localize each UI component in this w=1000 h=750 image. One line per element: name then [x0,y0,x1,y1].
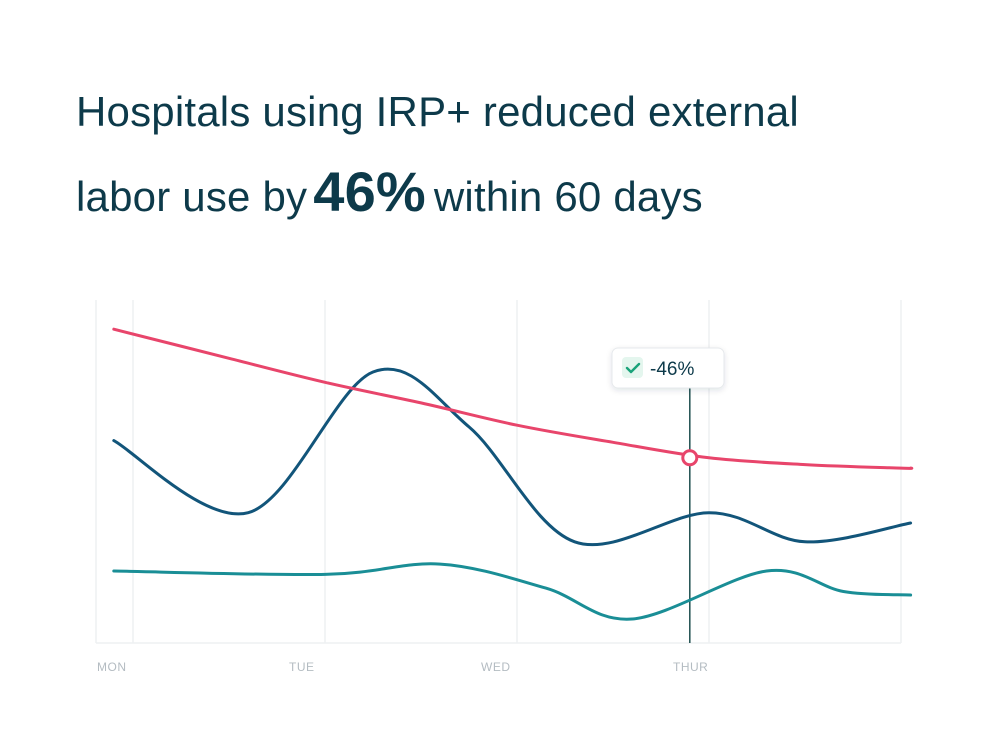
headline-highlight-percent: 46% [313,160,426,223]
headline: Hospitals using IRP+ reduced external la… [76,72,956,237]
x-tick-label-thur: THUR [673,660,708,674]
headline-suffix: within 60 days [433,173,703,220]
headline-prefix: labor use by [76,173,308,220]
headline-line-2: labor use by 46% within 60 days [76,152,956,237]
x-tick-label-tue: TUE [289,660,315,674]
check-badge [622,357,643,378]
check-icon [625,362,641,374]
annotation-point [681,449,699,467]
x-tick-label-mon: MON [97,660,127,674]
x-tick-label-wed: WED [481,660,511,674]
series-line-red [112,327,914,470]
headline-line-1: Hospitals using IRP+ reduced external [76,88,799,135]
series-line-teal [112,562,913,621]
series-line-navy [112,367,913,547]
annotation-label: -46% [650,359,694,380]
